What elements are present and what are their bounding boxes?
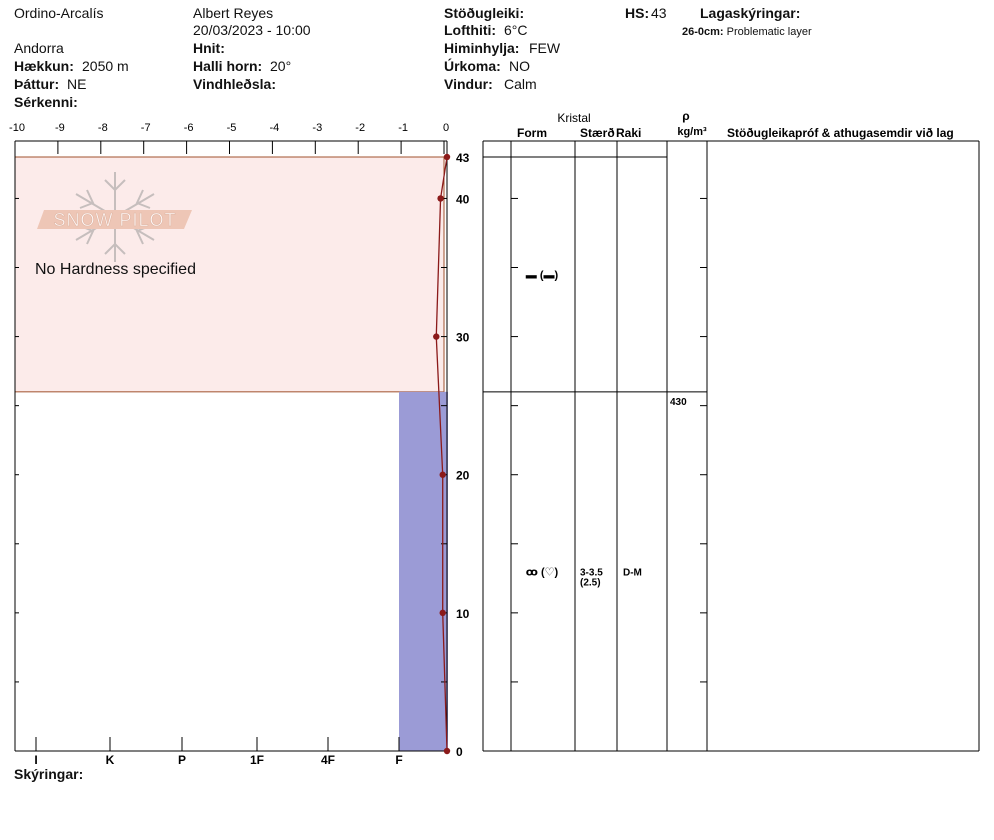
hs-label: HS: <box>625 5 650 21</box>
hardness-tick-label: I <box>34 753 37 767</box>
temperature-point <box>439 609 446 617</box>
temperature-point <box>437 195 444 202</box>
no-hardness-text: No Hardness specified <box>35 261 196 278</box>
col-rho-header: ρ <box>682 109 689 123</box>
features-label: Sérkenni: <box>14 94 78 110</box>
layer-grain-size-avg: (2.5) <box>580 577 601 588</box>
sky-label: Himinhylja: <box>444 40 520 56</box>
col-form-header: Form <box>517 126 547 140</box>
temp-tick-label: -6 <box>184 122 194 134</box>
legend-label: Lagaskýringar: <box>700 5 801 21</box>
depth-tick-label: 43 <box>456 151 470 165</box>
depth-tick-label: 40 <box>456 192 470 206</box>
observer-name: Albert Reyes <box>193 5 274 21</box>
hardness-tick-label: P <box>178 753 186 767</box>
wind-loading-label: Vindhleðsla: <box>193 76 276 92</box>
col-crystal-header: Kristal <box>557 111 590 125</box>
elevation-label: Hækkun: <box>14 58 74 74</box>
sky-value: FEW <box>529 40 561 56</box>
layer-grain-form: ꝏ (♡) <box>526 566 559 578</box>
precip-value: NO <box>509 58 530 74</box>
depth-tick-label: 10 <box>456 607 470 621</box>
temp-tick-label: -2 <box>355 122 365 134</box>
legend-item-text: Problematic layer <box>726 26 812 38</box>
temp-tick-label: -7 <box>141 122 151 134</box>
comments-label: Skýringar: <box>14 766 84 782</box>
col-moisture-header: Raki <box>616 126 641 140</box>
depth-tick-label: 20 <box>456 469 470 483</box>
col-tests-header: Stöðugleikapróf & athugasemdir við lag <box>727 126 954 140</box>
wind-value: Calm <box>504 76 537 92</box>
hardness-tick-label: 4F <box>321 753 335 767</box>
temp-tick-label: -10 <box>9 122 25 134</box>
col-density-header: kg/m³ <box>677 126 707 138</box>
stability-label: Stöðugleiki: <box>444 5 525 21</box>
legend-item-range: 26-0cm: <box>682 26 724 38</box>
air-temp-value: 6°C <box>504 22 528 38</box>
hs-value: 43 <box>651 5 667 21</box>
depth-tick-label: 0 <box>456 745 463 759</box>
elevation-value: 2050 m <box>82 58 129 74</box>
aspect-value: NE <box>67 76 87 92</box>
legend-item: 26-0cm: Problematic layer <box>682 24 812 40</box>
air-temp-label: Lofthiti: <box>444 22 497 38</box>
layer-density: 430 <box>670 397 687 408</box>
temp-tick-label: -8 <box>98 122 108 134</box>
snowpilot-watermark: SNOW PILOT <box>37 172 192 262</box>
temperature-point <box>443 747 451 755</box>
watermark-banner <box>37 210 192 229</box>
watermark-text: SNOW PILOT <box>53 210 176 230</box>
depth-tick-label: 30 <box>456 331 470 345</box>
temperature-line <box>435 156 448 752</box>
precip-label: Úrkoma: <box>444 58 501 74</box>
slope-value: 20° <box>270 58 292 74</box>
temp-tick-label: -1 <box>398 122 408 134</box>
temp-tick-label: 0 <box>443 122 449 134</box>
wind-label: Vindur: <box>444 76 493 92</box>
hardness-bar <box>399 391 448 751</box>
aspect-label: Þáttur: <box>14 76 60 92</box>
observation-datetime: 20/03/2023 - 10:00 <box>193 22 311 38</box>
layer-grain-size: 3-3.5 <box>580 567 603 578</box>
hardness-tick-label: K <box>106 753 115 767</box>
col-size-header: Stærð <box>580 126 615 140</box>
country-name: Andorra <box>14 40 64 56</box>
layer-moisture: D-M <box>623 567 642 578</box>
hardness-tick-label: 1F <box>250 753 264 767</box>
temp-tick-label: -9 <box>55 122 65 134</box>
temp-tick-label: -5 <box>227 122 237 134</box>
temp-tick-label: -3 <box>312 122 322 134</box>
temperature-point <box>443 153 451 161</box>
layer-grain-form: ▬ (▬) <box>526 269 559 281</box>
temperature-point <box>433 333 440 340</box>
problematic-layer-band <box>14 156 445 393</box>
temp-tick-label: -4 <box>270 122 280 134</box>
slope-label: Halli horn: <box>193 58 263 74</box>
coords-label: Hnit: <box>193 40 225 56</box>
temperature-point <box>439 471 446 478</box>
hardness-tick-label: F <box>395 753 402 767</box>
location-name: Ordino-Arcalís <box>14 5 104 21</box>
